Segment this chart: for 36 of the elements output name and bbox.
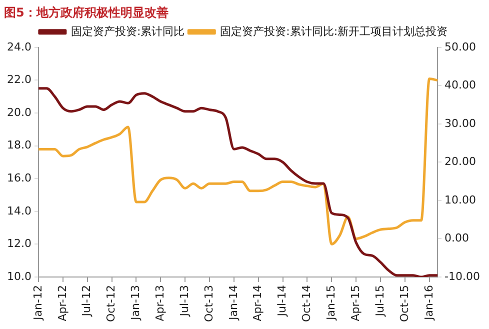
x-tick-label: Jan-14 — [226, 285, 240, 321]
x-tick-label: Jul-13 — [178, 285, 191, 318]
x-tick-label: Oct-13 — [202, 285, 216, 322]
x-tick-label: Apr-13 — [154, 285, 167, 322]
y2-tick-label: 50.00 — [444, 40, 476, 54]
chart-title: 图5：地方政府积极性明显改善 — [4, 5, 168, 20]
line-series — [37, 78, 439, 246]
y-tick-label: 24.0 — [6, 40, 32, 54]
x-tick-label: Jan-16 — [422, 285, 436, 321]
y-tick-label: 14.0 — [6, 204, 32, 218]
legend-label: 固定资产投资:累计同比 — [70, 24, 185, 38]
x-tick-label: Oct-12 — [104, 285, 118, 322]
y-tick-label: 12.0 — [6, 237, 32, 250]
y2-tick-label: 10.00 — [444, 193, 476, 206]
x-tick-label: Apr-14 — [251, 285, 264, 322]
y2-tick-label: 30.00 — [444, 116, 476, 130]
y-tick-label: 22.0 — [6, 73, 32, 86]
x-tick-label: Apr-15 — [348, 285, 362, 322]
y2-tick-label: 40.00 — [444, 78, 476, 92]
y-tick-label: 16.0 — [6, 171, 32, 184]
y-tick-label: 20.0 — [6, 106, 32, 119]
y2-tick-label: -10.00 — [444, 270, 480, 283]
x-tick-label: Apr-12 — [56, 285, 69, 322]
x-tick-label: Oct-14 — [300, 285, 314, 322]
y-tick-label: 10.0 — [6, 270, 32, 283]
legend-label: 固定资产投资:累计同比:新开工项目计划总投资 — [220, 24, 448, 38]
y2-tick-label: 0.00 — [444, 232, 470, 245]
y-tick-label: 18.0 — [6, 138, 32, 152]
x-tick-label: Jul-12 — [80, 285, 94, 318]
x-tick-label: Jan-13 — [129, 285, 142, 321]
y2-tick-label: 20.00 — [444, 155, 476, 168]
x-tick-label: Oct-15 — [398, 285, 411, 322]
x-tick-label: Jul-14 — [276, 285, 289, 318]
x-tick-label: Jan-12 — [31, 285, 44, 321]
x-tick-label: Jan-15 — [324, 285, 338, 321]
x-tick-label: Jul-15 — [373, 285, 386, 318]
